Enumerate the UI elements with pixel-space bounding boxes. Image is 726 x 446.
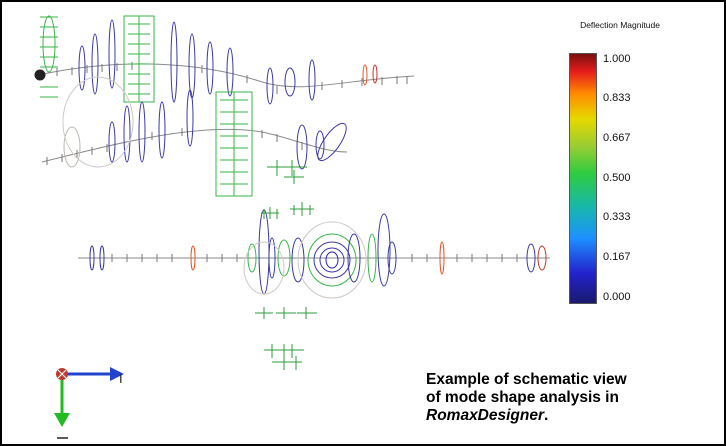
legend-tick: 0.833 [603, 92, 631, 104]
legend-tick: 1.000 [603, 53, 631, 65]
legend-tick: 0.667 [603, 132, 631, 144]
mid-clusters [255, 202, 317, 370]
caption-product: RomaxDesigner [426, 407, 545, 424]
caption: Example of schematic view of mode shape … [426, 371, 716, 425]
main-shaft [78, 209, 550, 299]
axis-triad [54, 367, 124, 427]
shaft-1 [34, 15, 415, 105]
legend-title: Deflection Magnitude [580, 20, 660, 30]
caption-end: . [544, 407, 549, 424]
legend-tick: 0.333 [603, 211, 631, 223]
colorbar [569, 53, 597, 304]
caption-line-2: of mode shape analysis in [426, 389, 619, 406]
legend-tick: 0.167 [603, 251, 631, 263]
legend-tick: 0.500 [603, 172, 631, 184]
axis-label-i: I [119, 371, 123, 386]
caption-line-3: RomaxDesigner. [426, 407, 716, 425]
shaft-2 [41, 76, 348, 197]
legend-tick: 0.000 [603, 291, 631, 303]
caption-line-1: Example of schematic view [426, 371, 627, 388]
